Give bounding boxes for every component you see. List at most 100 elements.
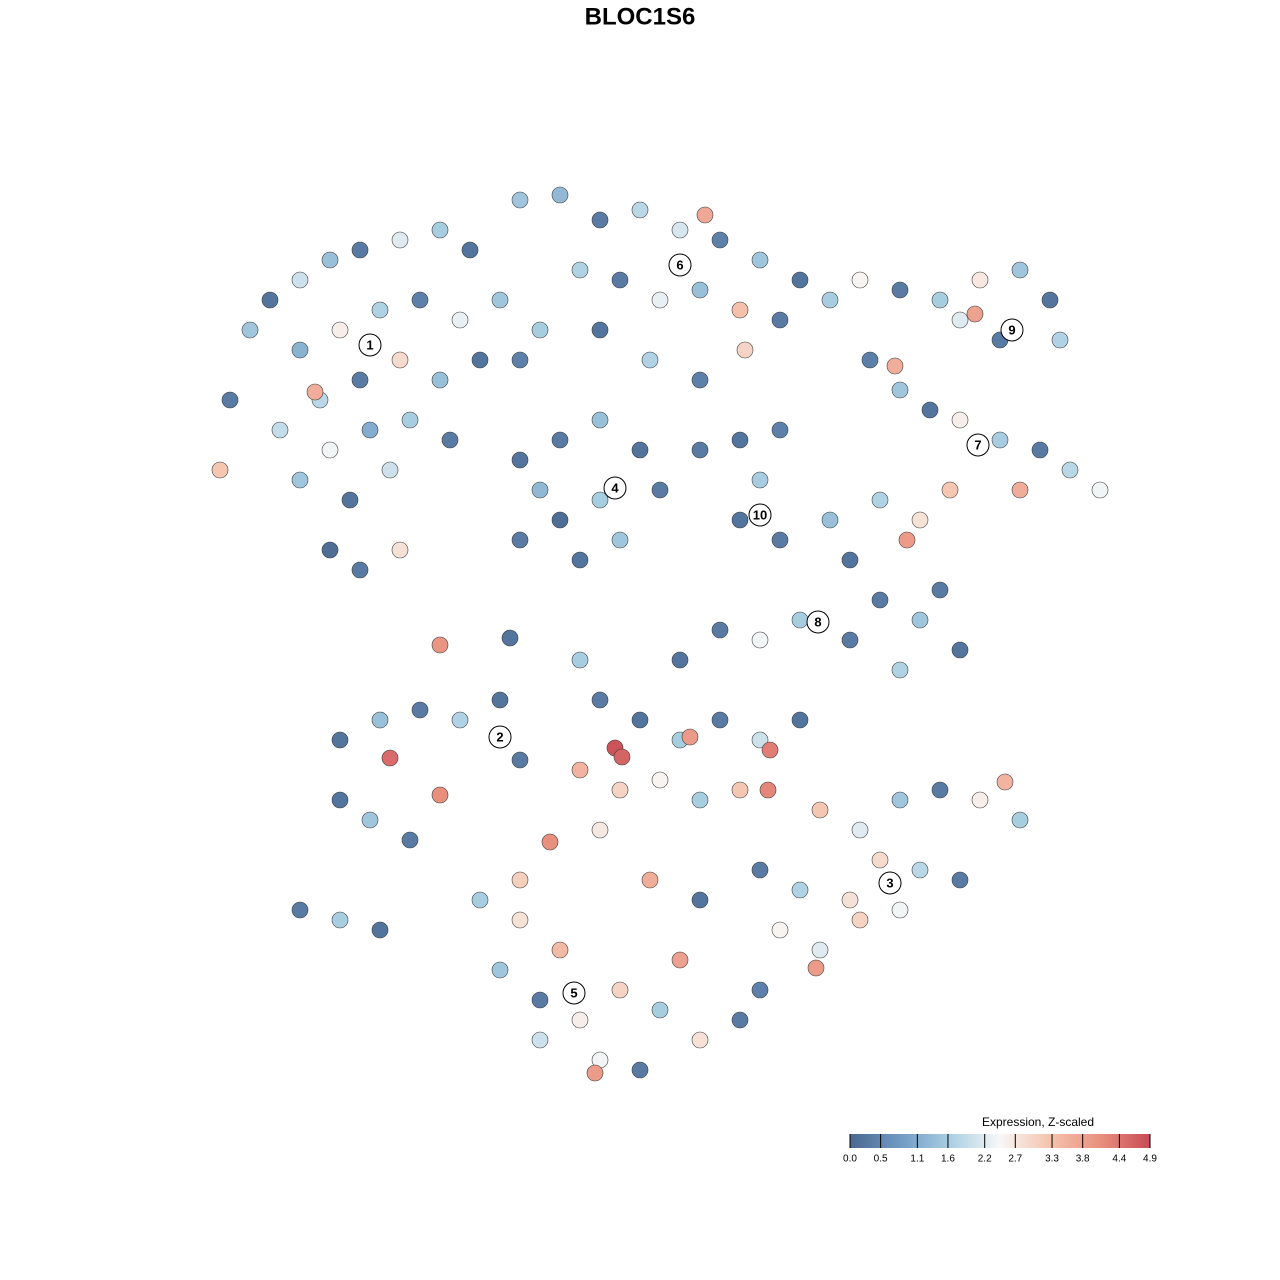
cell-point — [891, 901, 909, 919]
cell-point — [411, 291, 429, 309]
cluster-badge — [358, 333, 382, 357]
cell-point — [511, 191, 529, 209]
cluster-label: 7 — [974, 437, 981, 452]
cell-point — [1011, 481, 1029, 499]
cell-point — [381, 749, 399, 767]
cell-point — [971, 271, 989, 289]
cell-point — [441, 431, 459, 449]
colorbar-tick-label: 1.6 — [941, 1154, 955, 1165]
colorbar-tick-label: 0.0 — [843, 1154, 857, 1165]
cell-point — [1041, 291, 1059, 309]
cell-point — [696, 206, 714, 224]
cell-point — [571, 551, 589, 569]
cell-point — [759, 781, 777, 799]
cell-point — [821, 511, 839, 529]
cell-point — [736, 341, 754, 359]
cell-point — [461, 241, 479, 259]
cluster-badge — [806, 610, 830, 634]
cell-point — [491, 961, 509, 979]
cell-point — [911, 511, 929, 529]
cell-point — [431, 371, 449, 389]
cell-point — [771, 311, 789, 329]
cell-point — [691, 371, 709, 389]
cell-point — [551, 941, 569, 959]
cell-point — [996, 773, 1014, 791]
cell-point — [821, 291, 839, 309]
cell-point — [351, 371, 369, 389]
cell-point — [351, 561, 369, 579]
cell-point — [361, 811, 379, 829]
cell-point — [841, 631, 859, 649]
cell-point — [571, 761, 589, 779]
cluster-badge — [966, 433, 990, 457]
cell-point — [941, 481, 959, 499]
cell-point — [898, 531, 916, 549]
cell-point — [381, 461, 399, 479]
cell-point — [891, 661, 909, 679]
cell-point — [731, 511, 749, 529]
cell-point — [711, 711, 729, 729]
cell-point — [951, 311, 969, 329]
cell-point — [241, 321, 259, 339]
colorbar-tick-label: 2.7 — [1008, 1154, 1022, 1165]
cell-point — [731, 431, 749, 449]
cluster-badge — [878, 871, 902, 895]
cell-point — [951, 641, 969, 659]
cell-point — [551, 186, 569, 204]
cell-point — [611, 981, 629, 999]
cell-point — [511, 451, 529, 469]
cell-point — [291, 341, 309, 359]
cluster-badge — [603, 476, 627, 500]
cell-point — [551, 431, 569, 449]
cell-point — [491, 291, 509, 309]
cell-point — [761, 741, 779, 759]
cluster-label: 3 — [886, 875, 893, 890]
cell-point — [691, 791, 709, 809]
cell-point — [771, 531, 789, 549]
cell-point — [971, 791, 989, 809]
cell-point — [511, 531, 529, 549]
cell-point — [807, 959, 825, 977]
cell-point — [751, 981, 769, 999]
colorbar-tick-label: 3.8 — [1076, 1154, 1090, 1165]
cell-point — [431, 636, 449, 654]
cell-point — [551, 511, 569, 529]
colorbar-tick-label: 1.1 — [910, 1154, 924, 1165]
cell-point — [1091, 481, 1109, 499]
cluster-badge — [562, 981, 586, 1005]
cell-point — [271, 421, 289, 439]
cell-point — [851, 821, 869, 839]
cell-point — [451, 711, 469, 729]
cell-point — [691, 281, 709, 299]
colorbar-tick-label: 4.4 — [1112, 1154, 1126, 1165]
cell-point — [291, 471, 309, 489]
cell-point — [671, 221, 689, 239]
cell-point — [631, 711, 649, 729]
cell-point — [351, 241, 369, 259]
cell-point — [431, 786, 449, 804]
cell-point — [1011, 261, 1029, 279]
cell-point — [751, 471, 769, 489]
cluster-label: 4 — [611, 480, 619, 495]
cell-point — [501, 629, 519, 647]
cluster-label: 1 — [366, 337, 373, 352]
cluster-label: 6 — [676, 257, 683, 272]
colorbar-tick-label: 3.3 — [1045, 1154, 1059, 1165]
cell-point — [391, 351, 409, 369]
cell-point — [681, 728, 699, 746]
colorbar-tick-label: 0.5 — [874, 1154, 888, 1165]
cell-point — [691, 1031, 709, 1049]
cell-point — [791, 881, 809, 899]
cell-point — [711, 621, 729, 639]
cell-point — [861, 351, 879, 369]
cell-point — [511, 911, 529, 929]
cell-point — [591, 411, 609, 429]
cell-point — [751, 861, 769, 879]
cell-point — [613, 748, 631, 766]
cell-point — [851, 271, 869, 289]
cell-point — [591, 321, 609, 339]
cluster-label: 2 — [496, 729, 503, 744]
chart-title: BLOC1S6 — [585, 3, 696, 30]
cell-point — [611, 531, 629, 549]
cell-point — [531, 991, 549, 1009]
